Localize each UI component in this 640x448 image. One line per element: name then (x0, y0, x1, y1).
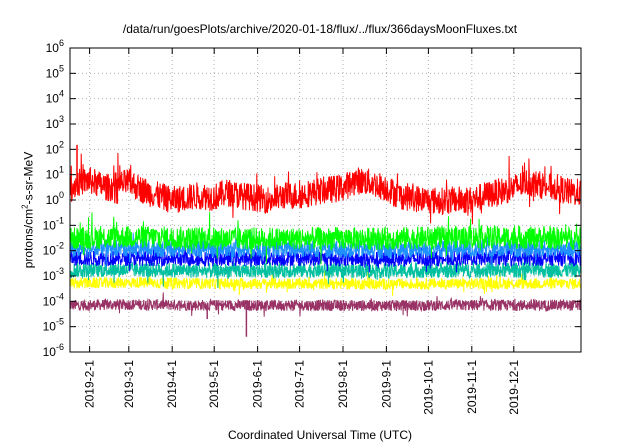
x-tick-label: 2019-11-1 (465, 360, 479, 414)
series-group (69, 152, 582, 317)
y-ticks: 10-6 10-5 10-4 10-3 10-2 10-1 100 101 102 103 104 1… (43, 38, 581, 359)
x-tick-label: 2019-2-1 (83, 360, 97, 408)
chart-title: /data/run/goesPlots/archive/2020-01-18/f… (122, 22, 518, 36)
x-tick-label: 2019-8-1 (336, 360, 350, 408)
series-line (69, 271, 582, 297)
y-tick-label: 10-5 (43, 317, 64, 334)
x-tick-label: 2019-3-1 (122, 360, 136, 408)
y-tick-label: 106 (46, 38, 64, 55)
x-tick-label: 2019-4-1 (165, 360, 179, 408)
x-tick-label: 2019-10-1 (421, 360, 435, 415)
x-axis-label: Coordinated Universal Time (UTC) (227, 428, 413, 442)
x-tick-label: 2019-7-1 (293, 360, 307, 408)
y-tick-label: 10-6 (43, 342, 64, 359)
series-line (69, 212, 582, 265)
y-tick-label: 10-4 (43, 291, 64, 308)
y-tick-label: 100 (46, 190, 64, 207)
series-line (69, 252, 582, 289)
y-tick-label: 101 (46, 165, 64, 182)
x-tick-label: 2019-12-1 (507, 360, 521, 415)
y-tick-label: 10-2 (43, 241, 64, 258)
y-tick-label: 103 (46, 114, 64, 131)
y-tick-label: 105 (46, 63, 64, 80)
annotation-group (76, 144, 248, 337)
y-tick-label: 10-1 (43, 215, 64, 232)
y-tick-label: 104 (46, 89, 64, 106)
y-tick-label: 102 (46, 139, 64, 156)
series-line (69, 152, 582, 225)
series-line (69, 292, 582, 317)
x-tick-label: 2019-6-1 (251, 360, 265, 408)
x-tick-label: 2019-9-1 (379, 360, 393, 408)
y-tick-label: 10-3 (43, 266, 64, 283)
x-ticks: 2019-2-1 2019-3-1 2019-4-1 2019-5-1 2019-6-1… (83, 48, 521, 415)
x-tick-label: 2019-5-1 (207, 360, 221, 408)
